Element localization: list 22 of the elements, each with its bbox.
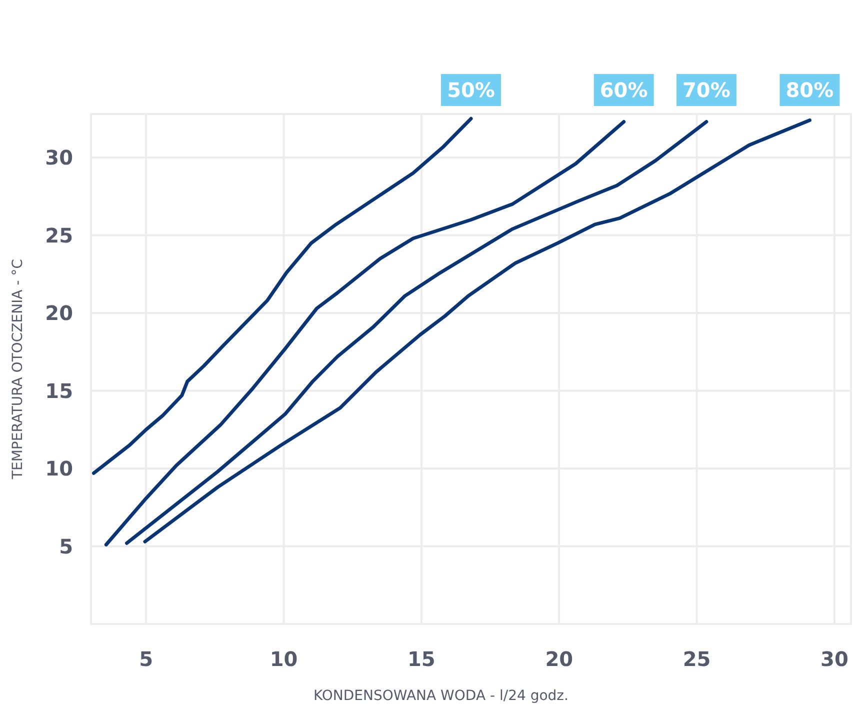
- x-tick-label: 20: [545, 647, 574, 671]
- x-tick-label: 30: [820, 647, 848, 671]
- series-label: 80%: [786, 78, 834, 102]
- y-tick-label: 25: [45, 223, 73, 248]
- series-label: 70%: [682, 78, 730, 102]
- y-tick-label: 10: [45, 456, 73, 481]
- y-tick-label: 5: [59, 534, 73, 558]
- line-series: [125, 120, 708, 545]
- series-label: 50%: [447, 78, 495, 102]
- y-tick-label: 20: [45, 301, 73, 326]
- y-tick-label: 30: [45, 146, 73, 170]
- x-tick-label: 15: [408, 647, 436, 671]
- x-tick-label: 25: [682, 647, 711, 671]
- x-axis-title: KONDENSOWANA WODA - l/24 godz.: [313, 688, 569, 704]
- line-series: [104, 120, 626, 546]
- series-label: 60%: [600, 78, 648, 102]
- y-tick-label: 15: [45, 378, 73, 403]
- x-tick-label: 5: [139, 647, 154, 671]
- y-axis-title: TEMPERATURA OTOCZENIA - °C: [10, 258, 26, 480]
- line-series: [143, 118, 812, 544]
- x-tick-label: 10: [270, 647, 298, 671]
- line-series: [92, 116, 473, 475]
